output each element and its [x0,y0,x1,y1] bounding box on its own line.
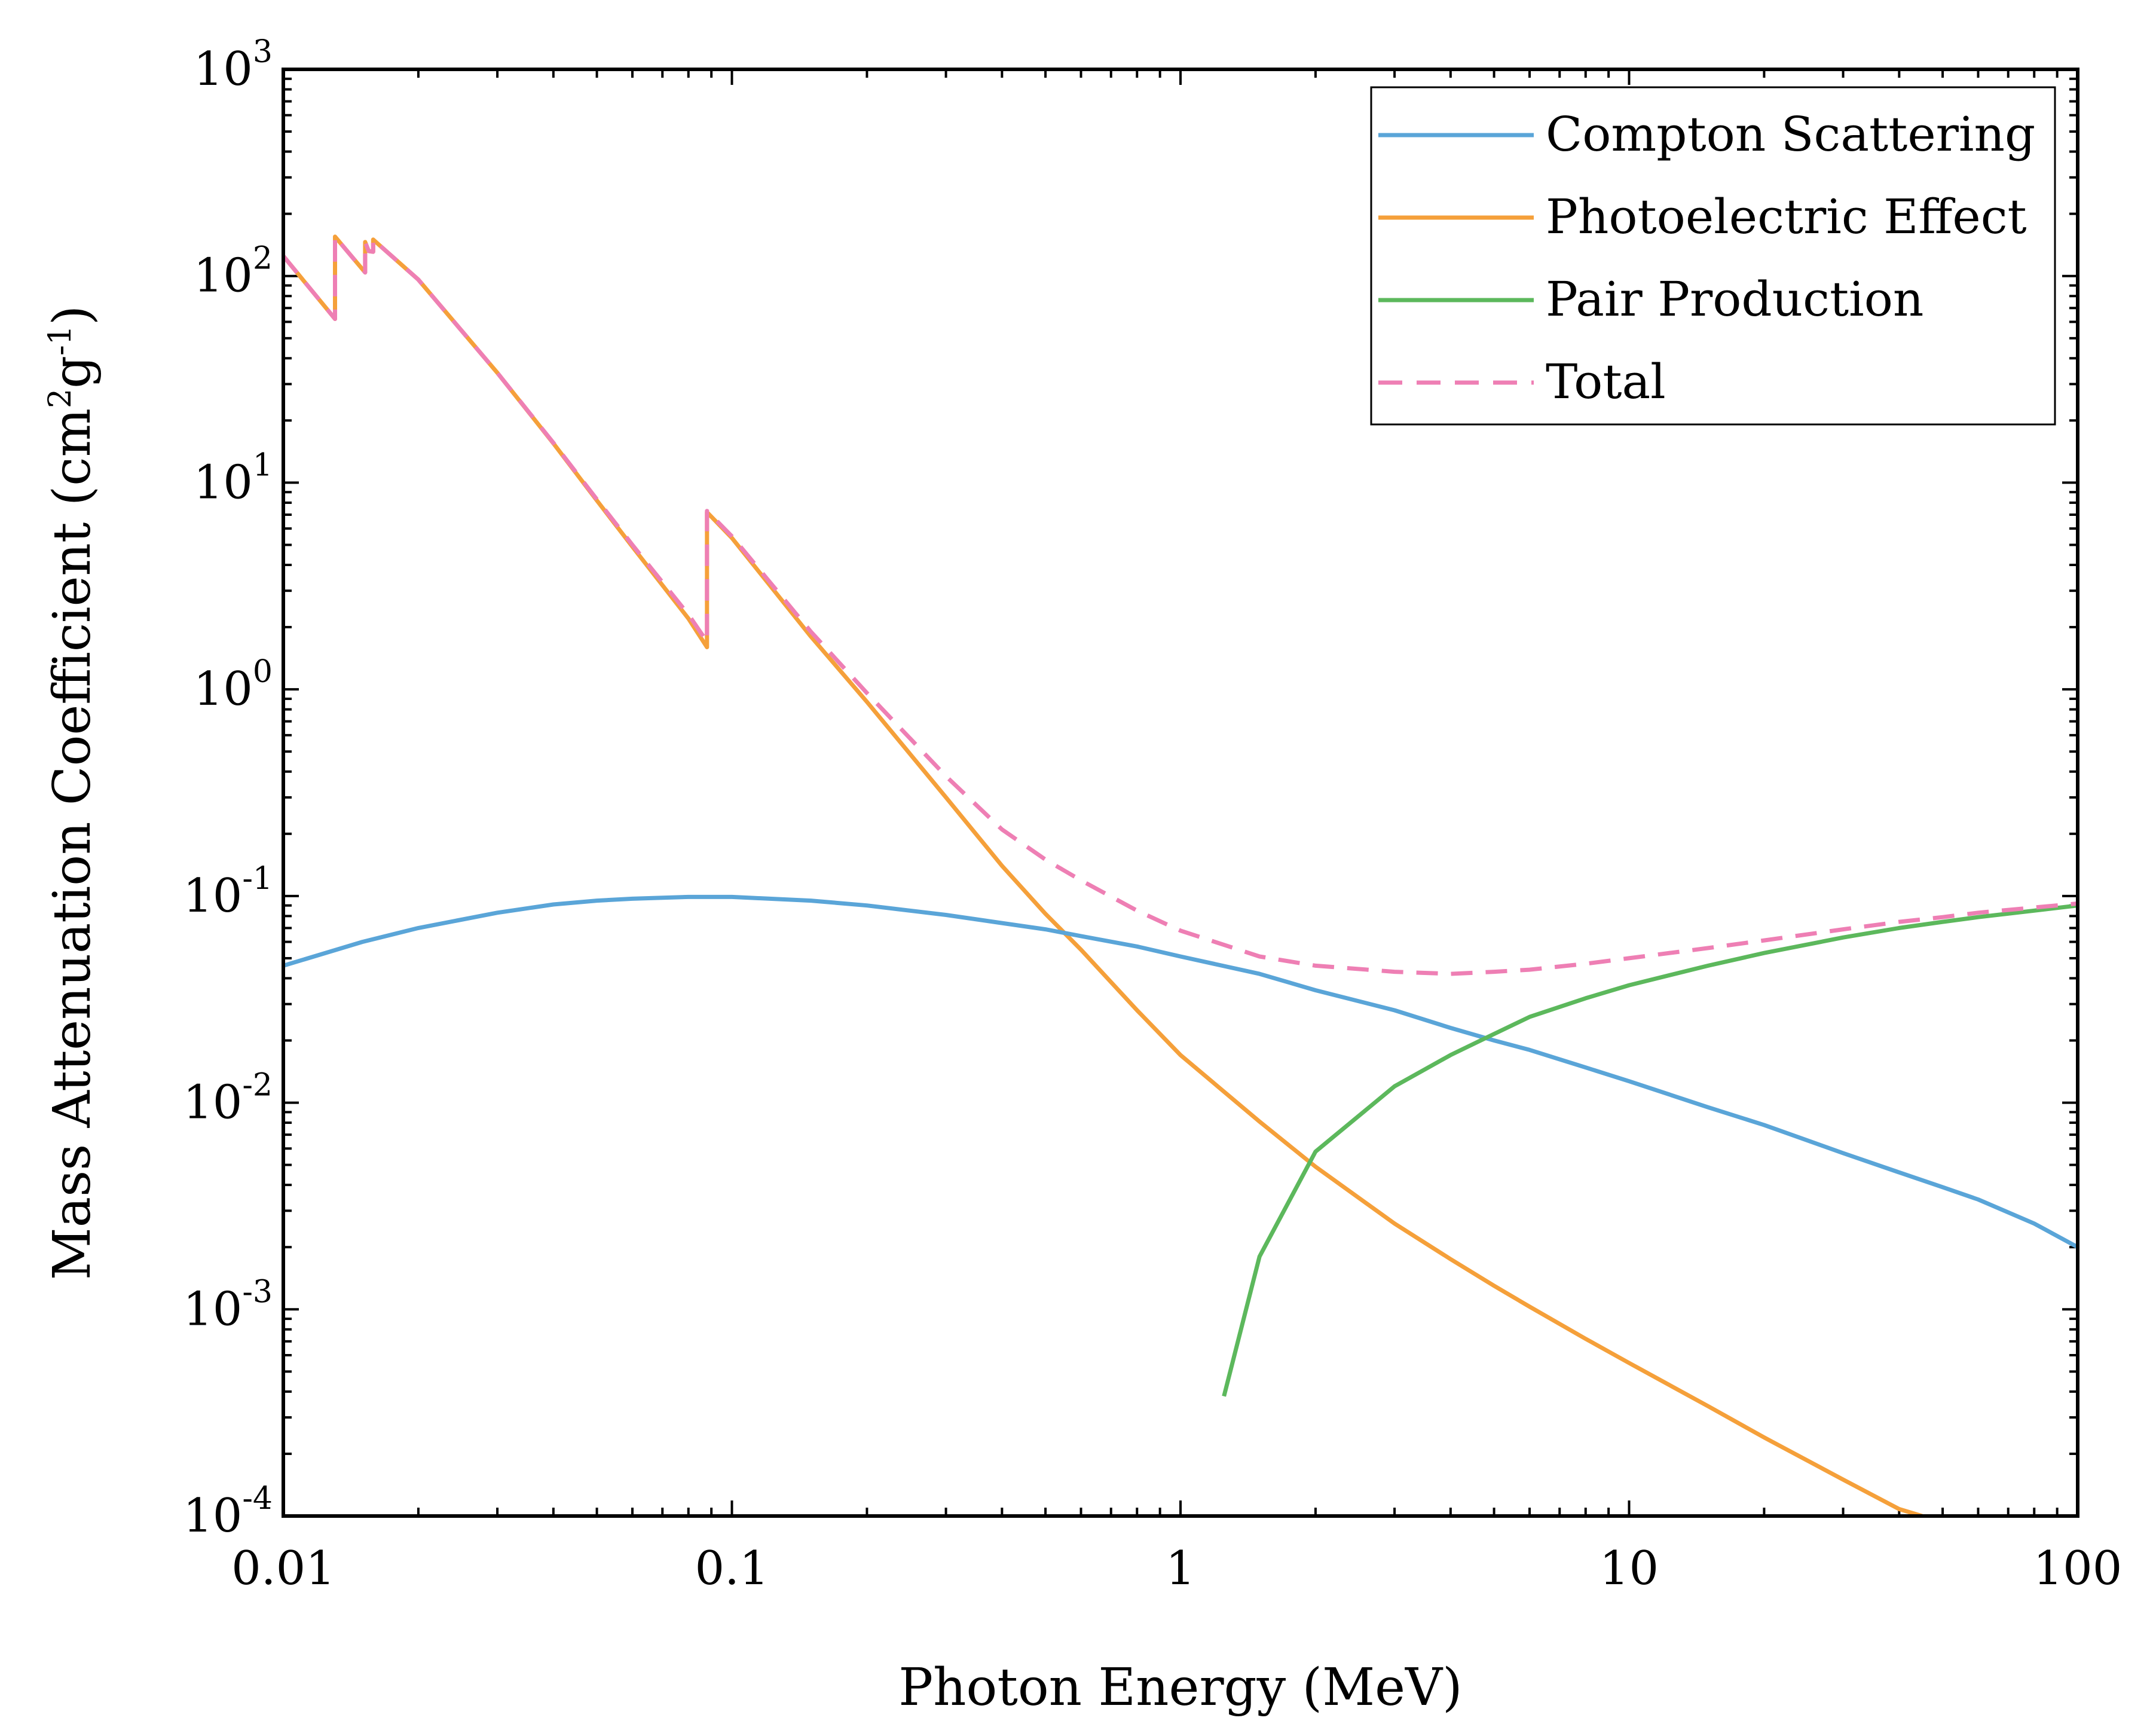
series-line-total [283,234,2078,976]
legend-label: Total [1546,354,1666,409]
x-tick-label: 100 [2033,1542,2123,1596]
y-tick-base: 10 [183,1282,242,1336]
y-tick-label: 103 [194,34,273,96]
y-tick-label: 10-4 [183,1481,273,1543]
legend-box [1370,86,2056,426]
legend-label: Pair Production [1546,271,1923,327]
x-tick-label: 10 [1600,1542,1659,1596]
y-axis-title-exp2: -1 [42,325,78,356]
legend: Compton Scattering Photoelectric Effect Pa… [1370,86,2056,426]
y-axis-title: Mass Attenuation Coefficient (cm2g-1) [42,305,102,1280]
y-tick-exponent: -3 [242,1274,273,1310]
legend-label: Photoelectric Effect [1546,189,2027,244]
y-axis-title-exp1: 2 [42,389,78,408]
series-line-pair-production [1222,903,2078,1397]
series-line-compton-scattering [283,894,2078,1249]
y-tick-label: 101 [194,447,273,509]
y-tick-label: 10-3 [183,1274,273,1336]
y-tick-base: 10 [194,456,253,509]
y-tick-base: 10 [194,249,253,303]
series-layer [283,234,2078,1516]
y-tick-exponent: -1 [242,861,273,897]
y-tick-label: 102 [194,241,273,303]
y-tick-label: 100 [194,654,273,716]
x-tick-label: 0.1 [695,1542,769,1596]
y-tick-exponent: -4 [242,1481,273,1517]
y-tick-exponent: 1 [253,447,273,483]
y-tick-base: 10 [194,662,253,716]
y-tick-exponent: 0 [253,654,273,690]
y-tick-base: 10 [183,1076,242,1130]
x-tick-labels: 0.01 0.1 1 10 100 [231,1542,2122,1596]
y-tick-base: 10 [183,869,242,923]
x-tick-label: 0.01 [231,1542,335,1596]
y-tick-base: 10 [183,1489,242,1543]
legend-label: Compton Scattering [1546,106,2035,162]
x-axis-title: Photon Energy (MeV) [898,1658,1462,1717]
y-axis-title-mid: g [42,356,102,389]
y-tick-label: 10-1 [183,861,273,923]
y-axis-title-suffix: ) [42,305,102,326]
y-tick-exponent: 2 [253,241,273,277]
y-tick-label: 10-2 [183,1068,273,1130]
y-tick-exponent: 3 [253,34,273,70]
x-tick-label: 1 [1166,1542,1195,1596]
y-tick-base: 10 [194,42,253,96]
y-tick-exponent: -2 [242,1068,273,1104]
y-axis-title-prefix: Mass Attenuation Coefficient (cm [42,408,102,1280]
plot-frame [282,68,2079,1518]
